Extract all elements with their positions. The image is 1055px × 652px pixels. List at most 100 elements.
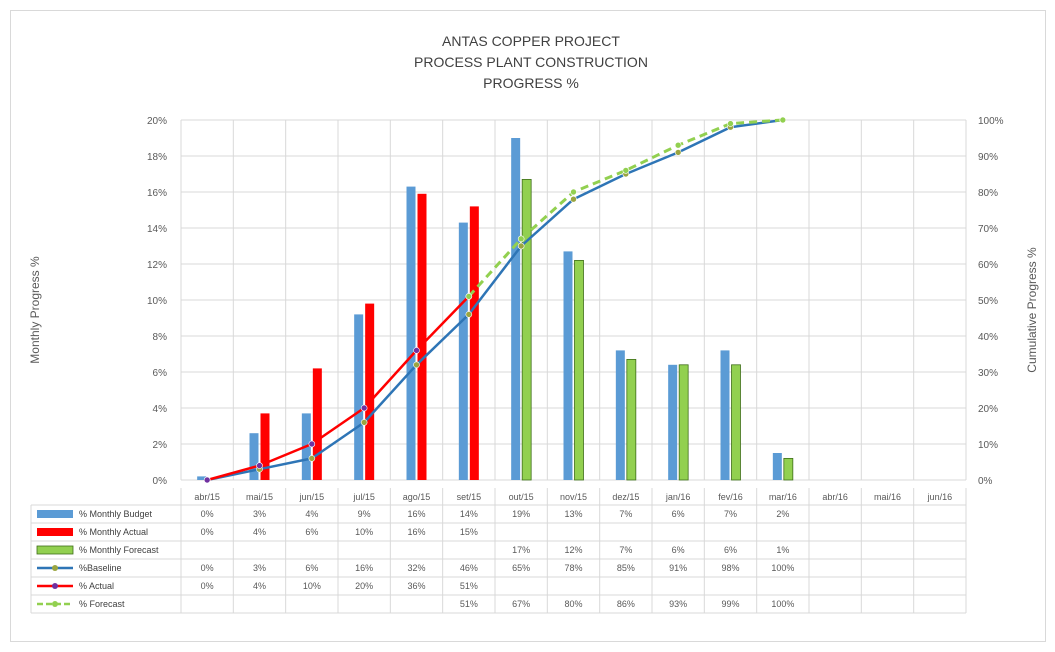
- data-table: abr/15 mai/15 jun/15 jul/15 ago/15 set/15 out/…: [30, 488, 967, 614]
- bar-monthly-budget: [511, 138, 521, 480]
- table-cell: 7%: [724, 509, 737, 519]
- table-cell: 99%: [721, 599, 739, 609]
- x-tick-label: jun/16: [927, 492, 953, 502]
- table-cell: 78%: [564, 563, 582, 573]
- y-tick-label: 0%: [153, 476, 168, 487]
- y2-tick-label: 30%: [978, 368, 998, 379]
- table-cell: 0%: [201, 581, 214, 591]
- bar-monthly-budget: [354, 314, 364, 480]
- point-baseline: [360, 419, 368, 426]
- point-forecast: [517, 235, 525, 243]
- x-tick-label: abr/16: [822, 492, 848, 502]
- bar-monthly-actual: [312, 368, 322, 480]
- table-cell: 86%: [617, 599, 635, 609]
- point-baseline: [465, 311, 473, 318]
- y2-tick-label: 80%: [978, 188, 998, 199]
- y-tick-label: 20%: [147, 116, 167, 127]
- legend-key-marker: [52, 583, 58, 589]
- y2-tick-label: 40%: [978, 332, 998, 343]
- chart-title-line-3: PROGRESS %: [483, 75, 579, 91]
- point-baseline: [570, 195, 577, 203]
- table-cell: 16%: [355, 563, 373, 573]
- grid-lines: [180, 119, 967, 481]
- bar-monthly-budget: [249, 433, 259, 480]
- table-cell: 7%: [619, 545, 632, 555]
- table-cell: 3%: [253, 563, 266, 573]
- point-baseline: [674, 149, 682, 156]
- point-forecast: [622, 167, 630, 174]
- table-cell: 13%: [564, 509, 582, 519]
- chart-title: ANTAS COPPER PROJECT PROCESS PLANT CONST…: [414, 33, 648, 91]
- bar-monthly-actual: [365, 303, 375, 480]
- y2-axis-title: Cumulative Progress %: [1025, 247, 1039, 373]
- table-cell: 15%: [460, 527, 478, 537]
- point-actual: [360, 404, 368, 412]
- table-cell: 0%: [201, 527, 214, 537]
- point-actual: [203, 476, 211, 484]
- chart-title-line-2: PROCESS PLANT CONSTRUCTION: [414, 54, 648, 70]
- x-tick-label: jan/16: [665, 492, 691, 502]
- bar-monthly-budget: [720, 350, 730, 480]
- table-cell: 20%: [355, 581, 373, 591]
- table-cell: 17%: [512, 545, 530, 555]
- table-cell: 51%: [460, 599, 478, 609]
- y2-tick-label: 70%: [978, 224, 998, 235]
- y-tick-label: 12%: [147, 260, 167, 271]
- table-cell: 10%: [303, 581, 321, 591]
- table-cell: 6%: [305, 563, 318, 573]
- y2-tick-label: 0%: [978, 476, 993, 487]
- table-cell: 36%: [407, 581, 425, 591]
- y-tick-label: 14%: [147, 224, 167, 235]
- bar-monthly-budget: [563, 251, 573, 480]
- table-row-label: % Forecast: [79, 599, 125, 609]
- table-cell: 4%: [305, 509, 318, 519]
- table-cell: 93%: [669, 599, 687, 609]
- table-cell: 0%: [201, 509, 214, 519]
- bar-monthly-forecast: [521, 178, 532, 481]
- table-cell: 6%: [724, 545, 737, 555]
- x-tick-label: ago/15: [403, 492, 431, 502]
- table-cell: 67%: [512, 599, 530, 609]
- point-forecast: [570, 188, 577, 196]
- y2-tick-label: 90%: [978, 152, 998, 163]
- table-cell: 16%: [407, 509, 425, 519]
- table-cell: 2%: [776, 509, 789, 519]
- point-forecast: [779, 116, 787, 124]
- point-baseline: [517, 242, 525, 250]
- bar-monthly-budget: [197, 476, 207, 480]
- y-tick-label: 6%: [153, 368, 168, 379]
- bar-monthly-budget: [615, 350, 625, 480]
- table-cell: 12%: [564, 545, 582, 555]
- x-tick-label: mar/16: [769, 492, 797, 502]
- table-cell: 19%: [512, 509, 530, 519]
- table-cell: 6%: [305, 527, 318, 537]
- bar-monthly-budget: [772, 453, 782, 480]
- table-cell: 100%: [771, 563, 794, 573]
- bar-monthly-forecast: [783, 457, 794, 481]
- bar-monthly-actual: [417, 193, 427, 481]
- y2-tick-label: 100%: [978, 116, 1004, 127]
- line-actual: [206, 295, 470, 482]
- table-cell: 1%: [776, 545, 789, 555]
- bar-monthly-actual: [469, 206, 479, 480]
- table-row-label: % Monthly Actual: [79, 527, 148, 537]
- table-cell: 80%: [564, 599, 582, 609]
- x-tick-label: mai/15: [246, 492, 273, 502]
- y-tick-label: 2%: [153, 440, 168, 451]
- point-baseline: [308, 455, 316, 462]
- table-cell: 0%: [201, 563, 214, 573]
- bar-monthly-forecast: [574, 259, 584, 481]
- bar-monthly-forecast: [731, 364, 741, 481]
- table-cell: 98%: [721, 563, 739, 573]
- legend-key-bar: [37, 528, 73, 536]
- table-cell: 65%: [512, 563, 530, 573]
- point-forecast: [674, 141, 682, 149]
- chart-title-line-1: ANTAS COPPER PROJECT: [442, 33, 620, 49]
- table-cell: 9%: [358, 509, 371, 519]
- x-tick-label: nov/15: [560, 492, 587, 502]
- y-tick-label: 4%: [153, 404, 168, 415]
- table-cell: 51%: [460, 581, 478, 591]
- x-tick-label: dez/15: [612, 492, 639, 502]
- bar-monthly-forecast: [678, 364, 689, 481]
